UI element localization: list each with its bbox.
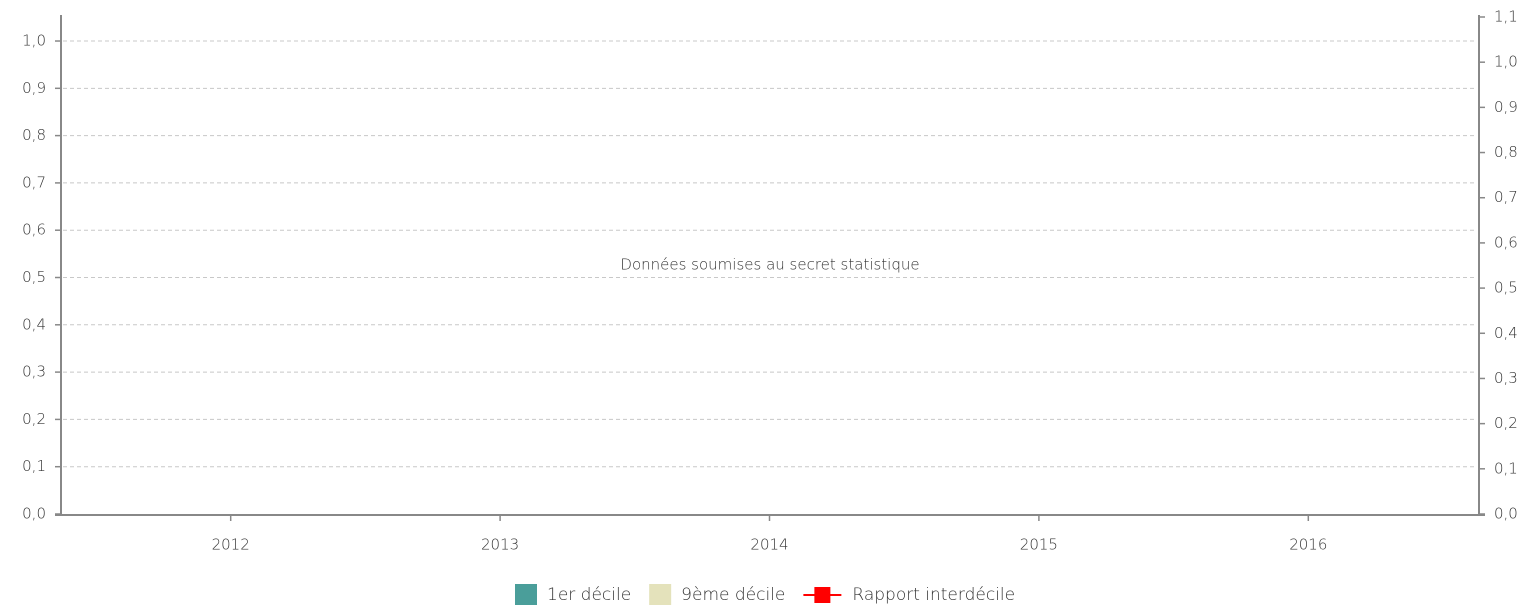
y2-tick-label: 0,9 [1494, 98, 1518, 116]
x-tick-label: 2014 [750, 536, 788, 554]
y-tick-label: 0,9 [22, 79, 46, 97]
y2-tick-label: 0,7 [1494, 188, 1518, 206]
annotation: Données soumises au secret statistique [620, 256, 919, 274]
x-tick-label: 2013 [481, 536, 519, 554]
y-tick-label: 0,8 [22, 126, 46, 144]
y2-tick-label: 0,1 [1494, 459, 1518, 477]
x-tick-label: 2015 [1020, 536, 1058, 554]
y-tick-label: 0,5 [22, 268, 46, 286]
legend-marker [814, 587, 831, 603]
y-tick-label: 0,3 [22, 363, 46, 381]
y-tick-label: 0,6 [22, 221, 46, 239]
x-tick-label: 2012 [212, 536, 250, 554]
y2-tick-label: 0,4 [1494, 324, 1518, 342]
y-tick-label: 0,1 [22, 457, 46, 475]
y2-tick-label: 1,1 [1494, 8, 1518, 26]
legend-swatch [649, 584, 672, 605]
y2-tick-label: 0,5 [1494, 279, 1518, 297]
y2-tick-label: 0,8 [1494, 143, 1518, 161]
y2-tick-label: 0,2 [1494, 414, 1518, 432]
legend-label: Rapport interdécile [852, 585, 1015, 605]
x-tick-label: 2016 [1289, 536, 1327, 554]
y-tick-label: 0,2 [22, 410, 46, 428]
y-tick-label: 0,7 [22, 173, 46, 191]
y-tick-label: 0,4 [22, 315, 46, 333]
y-tick-label: 0,0 [22, 505, 46, 523]
legend-swatch [515, 584, 537, 605]
y2-tick-label: 0,3 [1494, 369, 1518, 387]
y2-tick-label: 1,0 [1494, 53, 1518, 71]
y2-tick-label: 0,0 [1494, 505, 1518, 523]
y-tick-label: 1,0 [22, 32, 46, 50]
y2-tick-label: 0,6 [1494, 233, 1518, 251]
legend-label: 1er décile [547, 585, 631, 605]
legend-label: 9ème décile [681, 585, 785, 605]
